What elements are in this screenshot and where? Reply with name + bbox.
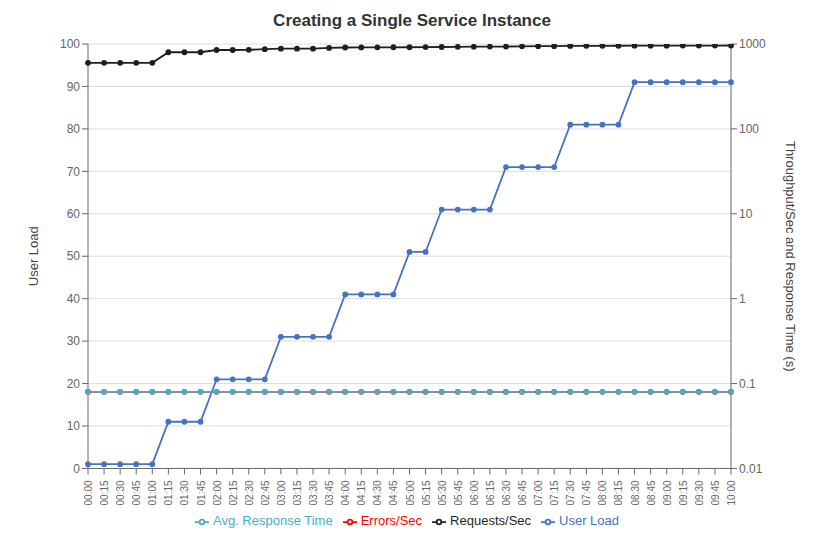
svg-text:20: 20 (67, 377, 81, 391)
svg-text:02:15: 02:15 (228, 480, 239, 505)
svg-text:05:00: 05:00 (405, 480, 416, 505)
html-text:Errors/Sec: Errors/Sec (360, 513, 423, 529)
svg-text:90: 90 (67, 80, 81, 94)
svg-text:10: 10 (67, 419, 81, 433)
svg-text:08:00: 08:00 (597, 480, 608, 505)
svg-text:01:15: 01:15 (163, 480, 174, 505)
svg-text:00:15: 00:15 (99, 480, 110, 505)
svg-text:02:45: 02:45 (260, 480, 271, 505)
html-text:Requests/Sec: Requests/Sec (450, 513, 531, 529)
svg-text:0.1: 0.1 (739, 377, 756, 391)
svg-text:30: 30 (67, 334, 81, 348)
svg-text:03:15: 03:15 (292, 480, 303, 505)
html-text:Avg. Response Time: Avg. Response Time (213, 513, 333, 529)
svg-text:09:15: 09:15 (678, 480, 689, 505)
svg-text:02:30: 02:30 (244, 480, 255, 505)
svg-text:0: 0 (73, 462, 80, 476)
svg-text:05:30: 05:30 (437, 480, 448, 505)
svg-text:1000: 1000 (739, 37, 766, 51)
svg-text:07:45: 07:45 (581, 480, 592, 505)
svg-text:02:00: 02:00 (212, 480, 223, 505)
svg-text:03:00: 03:00 (276, 480, 287, 505)
svg-text:07:30: 07:30 (565, 480, 576, 505)
svg-text:08:15: 08:15 (613, 480, 624, 505)
svg-text:00:30: 00:30 (115, 480, 126, 505)
svg-text:00:45: 00:45 (131, 480, 142, 505)
svg-text:04:00: 04:00 (340, 480, 351, 505)
svg-text:0.01: 0.01 (739, 462, 763, 476)
svg-text:08:45: 08:45 (646, 480, 657, 505)
svg-text:05:15: 05:15 (421, 480, 432, 505)
svg-text:09:30: 09:30 (694, 480, 705, 505)
svg-text:100: 100 (739, 122, 759, 136)
svg-text:10:00: 10:00 (726, 480, 737, 505)
svg-text:01:00: 01:00 (147, 480, 158, 505)
svg-text:70: 70 (67, 165, 81, 179)
svg-text:05:45: 05:45 (453, 480, 464, 505)
svg-text:01:30: 01:30 (179, 480, 190, 505)
svg-text:07:00: 07:00 (533, 480, 544, 505)
svg-text:06:15: 06:15 (485, 480, 496, 505)
svg-text:03:45: 03:45 (324, 480, 335, 505)
svg-text:50: 50 (67, 249, 81, 263)
svg-text:80: 80 (67, 122, 81, 136)
svg-text:04:30: 04:30 (372, 480, 383, 505)
svg-text:60: 60 (67, 207, 81, 221)
svg-text:06:45: 06:45 (517, 480, 528, 505)
svg-text:40: 40 (67, 292, 81, 306)
svg-text:01:45: 01:45 (196, 480, 207, 505)
svg-text:00:00: 00:00 (83, 480, 94, 505)
svg-text:Throughput/Sec and Response Ti: Throughput/Sec and Response Time (s) (783, 141, 798, 372)
svg-text:User Load: User Load (26, 226, 41, 286)
svg-text:07:15: 07:15 (549, 480, 560, 505)
svg-text:09:45: 09:45 (710, 480, 721, 505)
svg-text:03:30: 03:30 (308, 480, 319, 505)
html-text:Creating a Single Service Inst: Creating a Single Service Instance (273, 11, 551, 30)
svg-text:1: 1 (739, 292, 746, 306)
svg-text:04:15: 04:15 (356, 480, 367, 505)
svg-text:06:00: 06:00 (469, 480, 480, 505)
svg-text:10: 10 (739, 207, 753, 221)
svg-text:04:45: 04:45 (388, 480, 399, 505)
svg-text:08:30: 08:30 (630, 480, 641, 505)
html-text:User Load: User Load (559, 513, 619, 529)
svg-text:09:00: 09:00 (662, 480, 673, 505)
svg-text:100: 100 (60, 37, 80, 51)
svg-text:06:30: 06:30 (501, 480, 512, 505)
